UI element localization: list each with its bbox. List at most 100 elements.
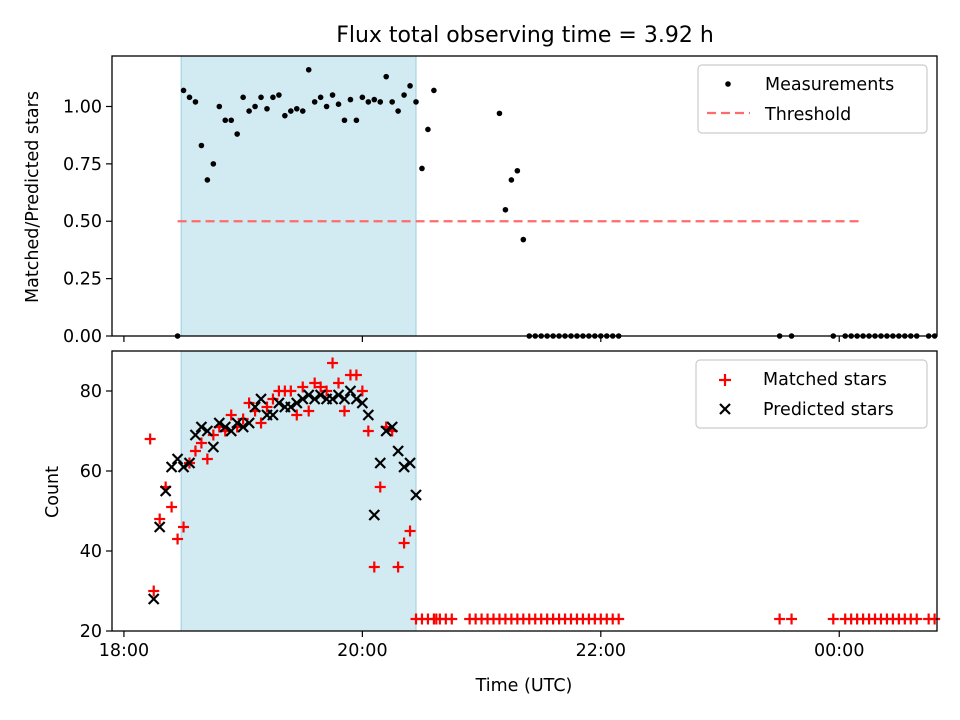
measurement-point xyxy=(288,108,294,114)
measurement-point xyxy=(311,99,318,105)
matched-star-point xyxy=(243,397,255,409)
measurement-point xyxy=(305,66,312,73)
measurement-point xyxy=(425,126,431,133)
bottom-legend: Matched stars Predicted stars xyxy=(695,359,928,429)
measurement-point xyxy=(383,73,390,80)
measurement-point xyxy=(323,103,330,110)
bottom-y-tick-label: 20 xyxy=(80,622,102,642)
matched-star-point xyxy=(404,525,416,537)
matched-star-point xyxy=(929,613,941,625)
matched-star-point xyxy=(303,405,315,417)
measurement-point xyxy=(508,177,515,183)
top-y-tick-label: 0.00 xyxy=(63,327,102,347)
predicted-star-point xyxy=(207,441,220,453)
measurement-point xyxy=(180,87,187,94)
top-axes-frame xyxy=(111,55,938,337)
predicted-star-point xyxy=(159,485,172,497)
predicted-star-point xyxy=(302,389,315,401)
measurement-point xyxy=(198,142,205,149)
bottom-axes-frame xyxy=(111,350,938,632)
predicted-star-point xyxy=(147,593,160,605)
matched-star-point xyxy=(315,381,327,393)
predicted-star-point xyxy=(243,417,255,429)
matched-star-point xyxy=(362,425,374,437)
measurement-point xyxy=(210,161,217,167)
predicted-star-point xyxy=(332,389,345,401)
measurement-point xyxy=(341,117,348,124)
matched-star-point xyxy=(154,513,166,525)
top-y-tick-label: 0.25 xyxy=(63,270,102,290)
measurement-point xyxy=(395,108,401,114)
matched-star-point xyxy=(786,613,798,625)
top-marks xyxy=(174,66,938,339)
matched-star-point xyxy=(911,613,923,625)
measurement-point xyxy=(389,99,395,105)
legend-marker-predicted xyxy=(719,403,731,415)
predicted-star-point xyxy=(189,429,202,441)
measurement-point xyxy=(359,94,366,101)
measurement-point xyxy=(270,94,276,101)
predicted-star-point xyxy=(201,425,214,437)
matched-star-point xyxy=(148,585,160,597)
matched-star-point xyxy=(309,377,321,389)
predicted-star-point xyxy=(392,445,404,457)
measurement-point xyxy=(234,131,240,137)
measurement-point xyxy=(293,105,300,112)
measurement-point xyxy=(228,117,235,124)
bottom-x-axis-label: Time (UTC) xyxy=(475,676,573,696)
legend-marker-measurements xyxy=(725,81,731,87)
top-y-ticks: 0.00 0.25 0.50 0.75 1.00 xyxy=(63,97,112,347)
matched-star-point xyxy=(207,429,219,441)
matched-star-point xyxy=(327,357,339,369)
matched-star-point xyxy=(333,377,345,389)
legend-label-threshold: Threshold xyxy=(764,105,851,125)
measurement-point xyxy=(264,105,270,112)
predicted-star-point xyxy=(285,401,297,413)
top-y-tick-label: 0.75 xyxy=(63,155,102,175)
predicted-star-point xyxy=(326,393,339,405)
measurement-point xyxy=(431,87,437,94)
predicted-star-point xyxy=(273,397,285,409)
matched-star-point xyxy=(374,481,386,493)
measurement-point xyxy=(496,110,503,117)
matched-star-point xyxy=(172,533,184,545)
bottom-y-tick-label: 80 xyxy=(80,382,102,402)
predicted-star-point xyxy=(171,453,184,465)
predicted-star-point xyxy=(165,461,178,473)
measurement-point xyxy=(192,99,199,105)
top-legend: Measurements Threshold xyxy=(697,64,928,134)
predicted-star-point xyxy=(213,417,226,429)
top-y-tick-label: 0.50 xyxy=(63,212,102,232)
predicted-star-point xyxy=(374,457,387,469)
measurement-point xyxy=(216,103,223,110)
measurement-point xyxy=(204,177,211,183)
predicted-star-point xyxy=(368,509,381,521)
matched-star-point xyxy=(350,369,362,381)
predicted-star-point xyxy=(153,521,166,533)
measurement-point xyxy=(246,108,252,114)
top-observing-span xyxy=(180,55,417,337)
measurement-point xyxy=(520,236,527,243)
measurement-point xyxy=(329,92,336,98)
x-tick-label: 22:00 xyxy=(576,641,626,661)
predicted-star-point xyxy=(231,417,243,429)
matched-star-point xyxy=(392,561,404,573)
measurement-point xyxy=(419,165,425,172)
matched-star-point xyxy=(267,393,279,405)
measurement-point xyxy=(353,117,360,124)
predicted-star-point xyxy=(314,389,327,401)
top-x-ticks xyxy=(123,336,840,342)
legend-label-predicted: Predicted stars xyxy=(763,400,894,420)
measurement-point xyxy=(335,101,342,107)
predicted-star-point xyxy=(404,457,416,469)
predicted-star-point xyxy=(225,425,237,437)
x-tick-label: 18:00 xyxy=(99,641,149,661)
measurement-point xyxy=(502,206,509,213)
bottom-marks xyxy=(144,357,941,625)
predicted-star-point xyxy=(291,397,303,409)
top-y-axis-label: Matched/Predicted stars xyxy=(23,91,43,303)
matched-star-point xyxy=(178,521,190,533)
matched-star-point xyxy=(827,613,839,625)
matched-star-point xyxy=(398,537,410,549)
matched-star-point xyxy=(144,433,156,445)
